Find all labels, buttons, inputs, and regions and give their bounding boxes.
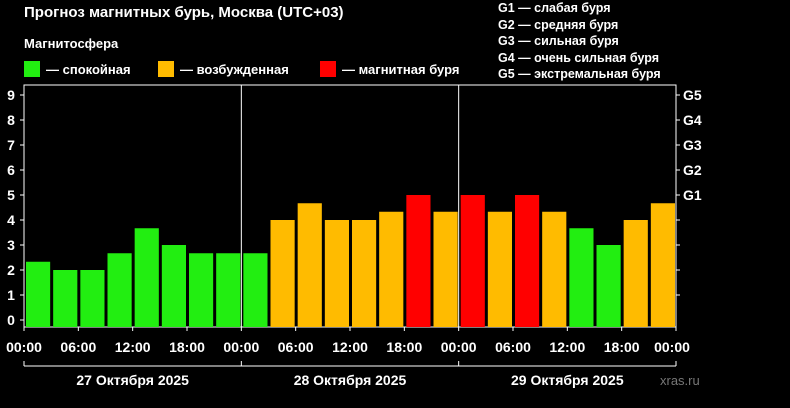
legend-item-active: — возбужденная	[158, 60, 289, 78]
legend-item-quiet: — спокойная	[24, 60, 131, 78]
legend-label-quiet: — спокойная	[46, 61, 131, 77]
day-label: 28 Октября 2025	[294, 372, 407, 388]
kp-bar	[216, 253, 241, 327]
g4-description: G4 — очень сильная буря	[498, 50, 659, 65]
legend-swatch-quiet	[24, 61, 40, 77]
storm-level-tick-label: G3	[683, 137, 702, 153]
kp-bar	[650, 203, 675, 327]
g2-description: G2 — средняя буря	[498, 17, 619, 32]
storm-level-tick-label: G1	[683, 187, 702, 203]
legend-swatch-storm	[320, 61, 336, 77]
kp-bar	[379, 211, 404, 327]
kp-bar	[569, 228, 594, 327]
x-tick-label: 18:00	[169, 339, 205, 355]
y-tick-label: 9	[7, 87, 15, 103]
day-label: 27 Октября 2025	[76, 372, 189, 388]
kp-bar	[270, 220, 295, 327]
x-tick-label: 06:00	[495, 339, 531, 355]
kp-bar	[460, 195, 485, 327]
kp-bar	[26, 261, 51, 327]
x-tick-label: 06:00	[60, 339, 96, 355]
watermark: xras.ru	[660, 373, 700, 388]
g1-description: G1 — слабая буря	[498, 1, 611, 15]
x-tick-label: 12:00	[115, 339, 151, 355]
x-tick-label: 18:00	[386, 339, 422, 355]
y-tick-label: 2	[7, 262, 15, 278]
kp-bar	[596, 245, 621, 327]
kp-bar	[107, 253, 132, 327]
x-tick-label: 12:00	[332, 339, 368, 355]
x-tick-label: 06:00	[278, 339, 314, 355]
x-tick-label: 00:00	[6, 339, 42, 355]
kp-bar	[487, 211, 512, 327]
y-tick-label: 3	[7, 237, 15, 253]
y-tick-label: 5	[7, 187, 15, 203]
kp-bar	[134, 228, 159, 327]
y-tick-label: 7	[7, 137, 15, 153]
x-tick-label: 18:00	[604, 339, 640, 355]
y-tick-label: 4	[7, 212, 15, 228]
kp-bar	[161, 245, 186, 327]
y-tick-label: 6	[7, 162, 15, 178]
y-tick-label: 1	[7, 287, 15, 303]
kp-bar	[623, 220, 648, 327]
storm-level-legend: G1 — слабая буря G2 — средняя буря G3 — …	[498, 0, 661, 83]
kp-bar	[189, 253, 214, 327]
magnetosphere-subtitle: Магнитосфера	[24, 36, 119, 51]
kp-bar	[433, 211, 458, 327]
legend-label-storm: — магнитная буря	[342, 61, 460, 77]
legend-item-storm: — магнитная буря	[320, 60, 459, 78]
legend-label-active: — возбужденная	[180, 61, 289, 77]
legend-swatch-active	[158, 61, 174, 77]
kp-bar	[80, 270, 105, 327]
storm-level-tick-label: G2	[683, 162, 702, 178]
kp-bar	[406, 195, 431, 327]
kp-bar	[297, 203, 322, 327]
storm-level-tick-label: G5	[683, 87, 702, 103]
x-tick-label: 12:00	[549, 339, 585, 355]
chart-title: Прогноз магнитных бурь, Москва (UTC+03)	[24, 4, 344, 21]
kp-bar	[542, 211, 567, 327]
kp-bar	[324, 220, 349, 327]
g5-description: G5 — экстремальная буря	[498, 67, 661, 81]
x-tick-label: 00:00	[654, 339, 690, 355]
kp-bar	[243, 253, 268, 327]
day-label: 29 Октября 2025	[511, 372, 624, 388]
y-tick-label: 0	[7, 312, 15, 328]
kp-bar	[515, 195, 540, 327]
storm-level-tick-label: G4	[683, 112, 702, 128]
kp-bar	[53, 270, 78, 327]
x-tick-label: 00:00	[223, 339, 259, 355]
x-tick-label: 00:00	[441, 339, 477, 355]
g3-description: G3 — сильная буря	[498, 34, 619, 48]
kp-bar	[352, 220, 377, 327]
y-tick-label: 8	[7, 112, 15, 128]
